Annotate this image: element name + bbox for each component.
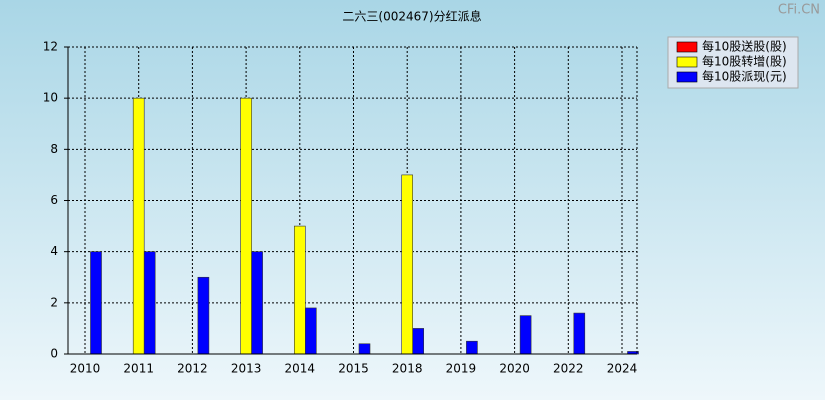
x-tick-label: 2024 [607, 362, 638, 376]
bar [251, 251, 263, 355]
bar [240, 97, 252, 355]
x-tick-label: 2012 [177, 362, 208, 376]
x-tick-label: 2011 [123, 362, 154, 376]
x-tick-label: 2022 [553, 362, 584, 376]
y-tick-label: 8 [50, 142, 58, 156]
bar [132, 97, 145, 355]
bar [293, 225, 306, 355]
bar [412, 328, 425, 355]
legend-swatch [676, 71, 698, 83]
y-tick-label: 10 [43, 91, 58, 105]
bar [143, 251, 156, 355]
x-tick-label: 2019 [446, 362, 477, 376]
y-tick-label: 6 [50, 193, 58, 207]
x-tick-label: 2013 [231, 362, 262, 376]
bar [466, 340, 478, 355]
x-tick-label: 2014 [285, 362, 316, 376]
watermark: CFi.CN [778, 3, 820, 18]
bar [573, 312, 586, 355]
x-tick-label: 2018 [392, 362, 423, 376]
bar [401, 174, 414, 355]
legend-label: 每10股送股(股) [702, 39, 787, 54]
bar [304, 307, 317, 355]
legend-swatch [676, 41, 698, 53]
y-tick-label: 2 [50, 295, 58, 309]
bar [519, 315, 532, 355]
y-tick-label: 4 [50, 244, 58, 258]
bar [358, 343, 371, 355]
chart-title: 二六三(002467)分红派息 [342, 9, 481, 24]
bar [197, 276, 210, 355]
y-tick-label: 0 [50, 347, 58, 361]
y-tick-label: 12 [43, 40, 58, 54]
legend-swatch [676, 56, 698, 68]
x-tick-label: 2010 [70, 362, 101, 376]
legend-label: 每10股转增(股) [702, 54, 787, 69]
legend-label: 每10股派现(元) [702, 69, 787, 84]
bar [90, 251, 102, 355]
x-tick-label: 2015 [338, 362, 369, 376]
x-tick-label: 2020 [499, 362, 530, 376]
